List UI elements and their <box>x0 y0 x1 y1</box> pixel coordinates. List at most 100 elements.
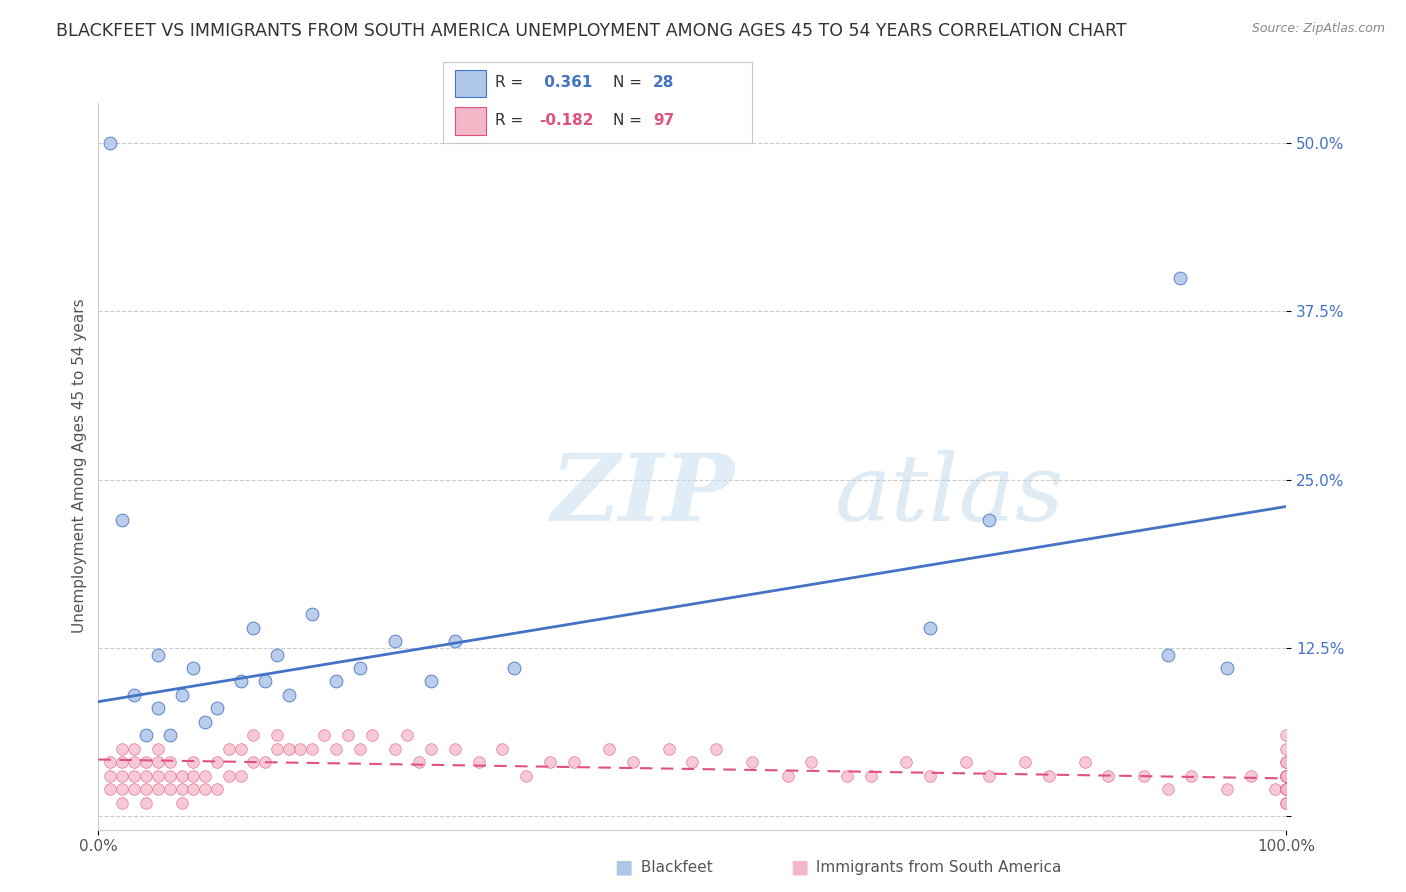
Point <box>776 769 799 783</box>
Point <box>111 796 134 810</box>
Point <box>859 769 882 783</box>
Text: R =: R = <box>495 112 529 128</box>
Point <box>122 769 145 783</box>
Point <box>1014 756 1036 770</box>
Point <box>503 661 526 675</box>
Point <box>349 661 371 675</box>
Point <box>277 688 299 702</box>
Point <box>218 769 240 783</box>
Point <box>1275 741 1298 756</box>
Point <box>146 756 169 770</box>
Point <box>562 756 585 770</box>
Point <box>896 756 918 770</box>
Point <box>122 782 145 797</box>
Point <box>218 741 240 756</box>
Point <box>146 648 169 662</box>
Point <box>159 756 181 770</box>
Point <box>1168 270 1191 285</box>
Point <box>658 741 681 756</box>
Point <box>146 701 169 715</box>
Text: Source: ZipAtlas.com: Source: ZipAtlas.com <box>1251 22 1385 36</box>
Point <box>146 782 169 797</box>
Point <box>266 741 288 756</box>
Point <box>301 741 323 756</box>
Point <box>444 634 467 648</box>
Point <box>290 741 312 756</box>
Point <box>183 782 205 797</box>
Point <box>314 728 336 742</box>
Point <box>538 756 561 770</box>
Text: 97: 97 <box>654 112 675 128</box>
Text: R =: R = <box>495 75 529 90</box>
Point <box>242 728 264 742</box>
Point <box>98 769 121 783</box>
Point <box>205 701 228 715</box>
Y-axis label: Unemployment Among Ages 45 to 54 years: Unemployment Among Ages 45 to 54 years <box>72 299 87 633</box>
Point <box>98 782 121 797</box>
Text: atlas: atlas <box>835 450 1064 541</box>
Point <box>229 741 252 756</box>
FancyBboxPatch shape <box>456 107 486 135</box>
Point <box>515 769 537 783</box>
Point <box>1275 782 1298 797</box>
Point <box>229 674 252 689</box>
Point <box>1097 769 1119 783</box>
Point <box>253 756 276 770</box>
Point <box>135 782 157 797</box>
Text: ■: ■ <box>614 857 633 876</box>
Point <box>170 688 193 702</box>
Point <box>122 756 145 770</box>
Point <box>336 728 359 742</box>
Point <box>183 769 205 783</box>
Point <box>325 741 347 756</box>
Point <box>1275 796 1298 810</box>
Text: ZIP: ZIP <box>550 450 734 541</box>
Point <box>1275 782 1298 797</box>
Point <box>183 756 205 770</box>
Point <box>1275 782 1298 797</box>
Point <box>979 513 1001 527</box>
Point <box>420 741 443 756</box>
Point <box>253 674 276 689</box>
Point <box>170 782 193 797</box>
Point <box>205 756 228 770</box>
Point <box>135 728 157 742</box>
Text: 28: 28 <box>654 75 675 90</box>
Text: BLACKFEET VS IMMIGRANTS FROM SOUTH AMERICA UNEMPLOYMENT AMONG AGES 45 TO 54 YEAR: BLACKFEET VS IMMIGRANTS FROM SOUTH AMERI… <box>56 22 1126 40</box>
Point <box>111 741 134 756</box>
Point <box>1275 796 1298 810</box>
Point <box>979 769 1001 783</box>
Point <box>1180 769 1202 783</box>
Text: Immigrants from South America: Immigrants from South America <box>811 861 1062 875</box>
Point <box>1240 769 1263 783</box>
Point <box>122 741 145 756</box>
Point <box>349 741 371 756</box>
Point <box>1275 769 1298 783</box>
Text: 0.361: 0.361 <box>538 75 592 90</box>
Point <box>1038 769 1060 783</box>
Point <box>111 769 134 783</box>
Point <box>194 782 217 797</box>
Text: N =: N = <box>613 75 647 90</box>
Text: N =: N = <box>613 112 647 128</box>
Point <box>396 728 419 742</box>
Point <box>242 756 264 770</box>
Point <box>681 756 703 770</box>
Point <box>1275 728 1298 742</box>
Point <box>170 769 193 783</box>
Point <box>146 769 169 783</box>
Point <box>598 741 620 756</box>
Point <box>384 634 406 648</box>
Point <box>444 741 467 756</box>
Point <box>1216 661 1239 675</box>
Point <box>135 769 157 783</box>
Point <box>159 769 181 783</box>
Point <box>277 741 299 756</box>
Point <box>205 782 228 797</box>
Point <box>98 756 121 770</box>
Point <box>159 728 181 742</box>
Point <box>955 756 977 770</box>
Point <box>621 756 644 770</box>
Point <box>420 674 443 689</box>
Point <box>1275 756 1298 770</box>
